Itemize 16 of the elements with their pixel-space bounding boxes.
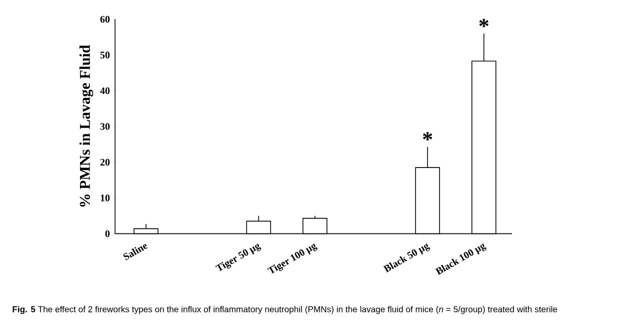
x-tick-label: Saline xyxy=(123,244,148,260)
text: Fig. 5 The effect of 2 fireworks types on the influx of inflammatory neutrophil (PMNs) in the lavage fluid of mice (n = 5/group) treated with sterile xyxy=(12,306,558,314)
y-tick-label: 30 xyxy=(100,123,110,130)
annotation: * xyxy=(422,132,432,140)
y-tick-label: 40 xyxy=(100,87,110,94)
y-axis-title: % PMNs in Lavage Fluid xyxy=(79,45,94,207)
y-tick-label: 10 xyxy=(100,194,110,202)
x-tick-label: Black 50 µg xyxy=(383,243,430,273)
x-tick-label: Tiger 50 µg xyxy=(215,243,262,272)
y-tick-label: 20 xyxy=(100,158,110,166)
x-tick-label: Black 100 µg xyxy=(435,243,486,276)
annotation: * xyxy=(479,18,488,28)
x-tick-label: Tiger 100 µg xyxy=(267,243,318,274)
y-tick-label: 0 xyxy=(105,230,110,238)
y-tick-label: 50 xyxy=(100,52,110,58)
y-tick-label: 60 xyxy=(100,16,110,23)
